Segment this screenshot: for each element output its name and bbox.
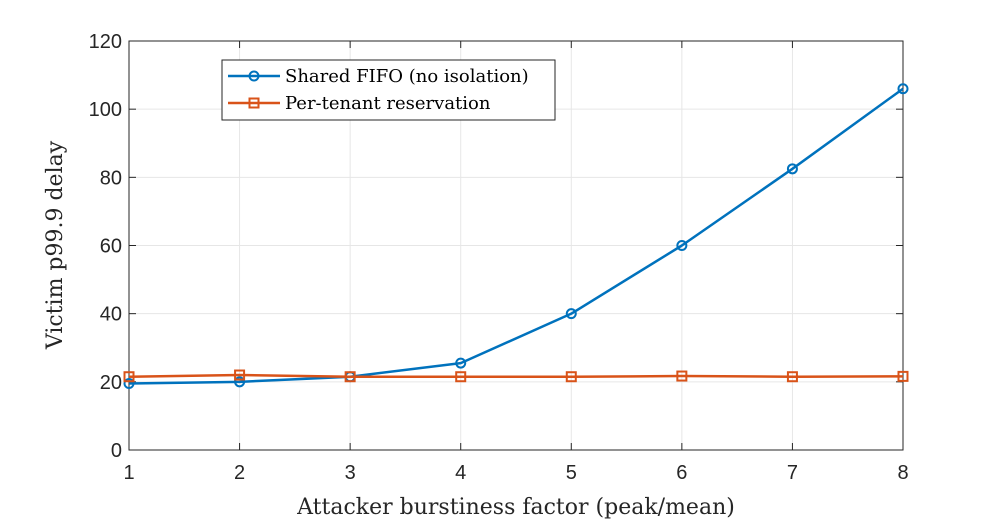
series-line-per-tenant: [128, 373, 904, 378]
x-tick-label: 6: [676, 462, 687, 484]
data-point-per-tenant: [234, 369, 246, 381]
x-tick-label: 4: [455, 462, 466, 484]
y-tick-label: 100: [89, 99, 122, 121]
y-tick-label: 0: [111, 440, 122, 462]
data-point-per-tenant: [123, 371, 135, 383]
legend: Shared FIFO (no isolation) Per-tenant re…: [221, 59, 556, 121]
data-point-per-tenant: [897, 370, 909, 382]
data-point-shared-fifo: [565, 308, 577, 320]
data-point-shared-fifo: [123, 378, 135, 390]
data-point-per-tenant: [676, 370, 688, 382]
data-point-shared-fifo: [676, 240, 688, 251]
series-lines: [123, 83, 909, 390]
legend-box: [221, 59, 556, 121]
data-point-per-tenant: [786, 371, 798, 383]
legend-entry-per-tenant: Per-tenant reservation: [228, 93, 491, 114]
legend-marker-per-tenant: [248, 97, 260, 109]
y-tick-label: 120: [89, 31, 122, 53]
y-tick-label: 60: [100, 236, 122, 258]
x-tick-labels: 1 2 3 4 5 6 7 8: [123, 462, 908, 484]
y-tick-label: 40: [100, 304, 122, 326]
legend-entry-shared-fifo: Shared FIFO (no isolation): [228, 66, 529, 87]
x-tick-label: 7: [787, 462, 798, 484]
y-tick-label: 20: [100, 372, 122, 394]
legend-marker-shared-fifo: [248, 70, 260, 82]
y-tick-labels: 0 20 40 60 80 100 120: [89, 31, 122, 462]
legend-label-shared-fifo: Shared FIFO (no isolation): [285, 66, 529, 87]
x-axis-label: Attacker burstiness factor (peak/mean): [296, 495, 735, 520]
x-tick-label: 5: [566, 462, 577, 484]
y-tick-label: 80: [100, 167, 122, 189]
x-tick-label: 3: [345, 462, 356, 484]
x-tick-label: 8: [897, 462, 908, 484]
data-point-shared-fifo: [897, 83, 909, 95]
data-point-shared-fifo: [455, 357, 467, 369]
data-point-per-tenant: [455, 371, 467, 383]
tick-marks: [128, 40, 904, 451]
x-tick-label: 2: [234, 462, 245, 484]
legend-label-per-tenant: Per-tenant reservation: [285, 93, 491, 114]
data-point-per-tenant: [344, 371, 356, 383]
data-point-shared-fifo: [786, 163, 798, 175]
data-point-per-tenant: [565, 371, 577, 383]
data-point-shared-fifo: [234, 376, 246, 388]
x-tick-label: 1: [123, 462, 134, 484]
y-axis-label: Victim p99.9 delay: [43, 140, 68, 350]
series-line-shared-fifo: [128, 87, 904, 385]
